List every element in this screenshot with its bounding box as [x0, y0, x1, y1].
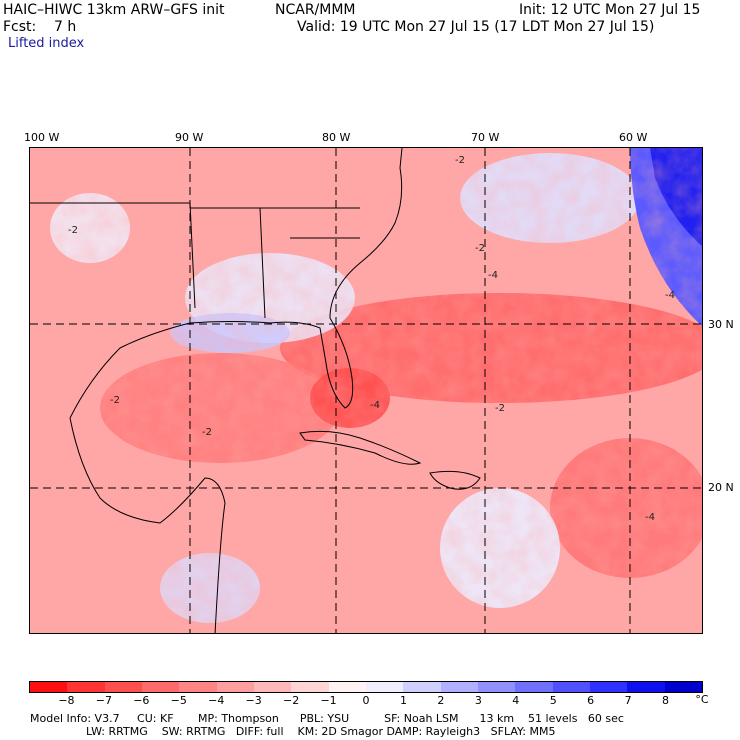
- colorbar-swatch: [216, 682, 254, 692]
- texture-overlay: [30, 148, 702, 633]
- colorbar-swatch: [552, 682, 590, 692]
- colorbar-tick-label: 4: [512, 694, 520, 707]
- contour-label: -2: [495, 403, 505, 414]
- contour-label: -2: [455, 155, 465, 166]
- map-canvas: -2 -2 -2 -4 -4 -2 -4 -2 -4 -2: [30, 148, 702, 633]
- contour-label: -2: [202, 427, 212, 438]
- lon-label-90w: 90 W: [175, 131, 204, 144]
- colorbar-tick-label: 6: [587, 694, 595, 707]
- colorbar-swatch: [67, 682, 105, 692]
- colorbar-tick-label: −1: [320, 694, 337, 707]
- colorbar-swatch: [104, 682, 142, 692]
- colorbar-swatch: [589, 682, 628, 692]
- contour-label: -4: [370, 400, 380, 411]
- colorbar-swatch: [253, 682, 292, 692]
- contour-label: -2: [68, 225, 78, 236]
- mexico-coast: [69, 417, 226, 633]
- lat-label-20n: 20 N: [708, 481, 734, 494]
- colorbar-tick-label: 5: [549, 694, 557, 707]
- colorbar-swatch: [365, 682, 404, 692]
- colorbar-tick-label: 0: [362, 694, 370, 707]
- colorbar-tick-label: 2: [437, 694, 445, 707]
- colorbar-swatch: [440, 682, 478, 692]
- colorbar-tick-label: −5: [170, 694, 187, 707]
- lon-label-100w: 100 W: [24, 131, 60, 144]
- valid-time: Valid: 19 UTC Mon 27 Jul 15 (17 LDT Mon …: [297, 19, 655, 35]
- colorbar-tick-label: −3: [245, 694, 262, 707]
- grid-lines: [30, 148, 702, 633]
- colorbar-unit: °C: [695, 693, 709, 706]
- colorbar-tick-label: −6: [133, 694, 150, 707]
- hispaniola-outline: [429, 470, 481, 490]
- org-label: NCAR/MMM: [275, 2, 356, 18]
- model-info-line-1: Model Info: V3.7 CU: KF MP: Thompson PBL…: [30, 712, 624, 725]
- colorbar-swatch: [141, 682, 180, 692]
- contour-labels: -2 -2 -2 -4 -4 -2 -4 -2 -4 -2: [68, 155, 675, 523]
- colorbar-swatch: [477, 682, 516, 692]
- colorbar-tick-label: 8: [662, 694, 670, 707]
- colorbar-swatch: [30, 682, 68, 692]
- contour-label: -4: [665, 290, 675, 301]
- forecast-hour: Fcst: 7 h: [3, 19, 77, 35]
- colorbar-swatch: [403, 682, 441, 692]
- init-time: Init: 12 UTC Mon 27 Jul 15: [519, 2, 701, 18]
- contour-label: -4: [488, 270, 498, 281]
- colorbar-swatch: [179, 682, 217, 692]
- colorbar-swatch: [627, 682, 665, 692]
- lon-label-60w: 60 W: [619, 131, 648, 144]
- colorbar-tick-label: −7: [95, 694, 112, 707]
- colorbar-tick-label: 3: [474, 694, 482, 707]
- colorbar: [29, 681, 703, 693]
- colorbar-swatch: [328, 682, 366, 692]
- colorbar-swatch: [664, 682, 702, 692]
- colorbar-swatch: [515, 682, 553, 692]
- colorbar-tick-label: −2: [283, 694, 300, 707]
- us-gulf-coast: [69, 148, 403, 419]
- field-name: Lifted index: [8, 36, 85, 51]
- colorbar-tick-label: −4: [208, 694, 225, 707]
- colorbar-tick-label: 1: [399, 694, 407, 707]
- lon-label-80w: 80 W: [322, 131, 351, 144]
- cuba-outline: [299, 430, 422, 465]
- lifted-index-map: -2 -2 -2 -4 -4 -2 -4 -2 -4 -2: [29, 147, 703, 634]
- lon-label-70w: 70 W: [471, 131, 500, 144]
- state-border-2: [259, 207, 266, 319]
- lat-label-30n: 30 N: [708, 318, 734, 331]
- contour-label: -2: [110, 395, 120, 406]
- colorbar-tick-label: −8: [58, 694, 75, 707]
- colorbar-tick-label: 7: [624, 694, 632, 707]
- model-title: HAIC–HIWC 13km ARW–GFS init: [3, 2, 225, 18]
- colorbar-swatch: [291, 682, 329, 692]
- model-info-line-2: LW: RRTMG SW: RRTMG DIFF: full KM: 2D Sm…: [30, 725, 556, 738]
- contour-label: -4: [645, 512, 655, 523]
- contour-label: -2: [475, 243, 485, 254]
